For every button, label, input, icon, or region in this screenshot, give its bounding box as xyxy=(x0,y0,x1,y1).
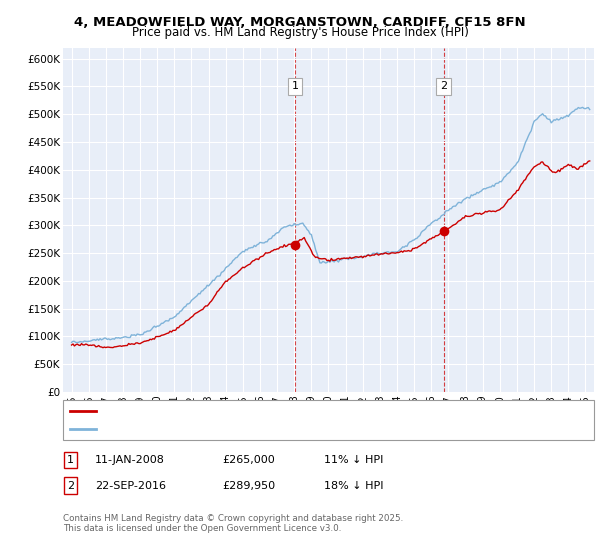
Text: 22-SEP-2016: 22-SEP-2016 xyxy=(95,480,166,491)
Text: 11-JAN-2008: 11-JAN-2008 xyxy=(95,455,164,465)
Text: 1: 1 xyxy=(67,455,74,465)
Text: 18% ↓ HPI: 18% ↓ HPI xyxy=(324,480,383,491)
Text: HPI: Average price, detached house, Cardiff: HPI: Average price, detached house, Card… xyxy=(100,423,313,433)
Text: Contains HM Land Registry data © Crown copyright and database right 2025.
This d: Contains HM Land Registry data © Crown c… xyxy=(63,514,403,534)
Text: 11% ↓ HPI: 11% ↓ HPI xyxy=(324,455,383,465)
Text: 2: 2 xyxy=(440,82,448,91)
Text: 4, MEADOWFIELD WAY, MORGANSTOWN, CARDIFF, CF15 8FN (detached house): 4, MEADOWFIELD WAY, MORGANSTOWN, CARDIFF… xyxy=(100,407,488,417)
Text: 4, MEADOWFIELD WAY, MORGANSTOWN, CARDIFF, CF15 8FN: 4, MEADOWFIELD WAY, MORGANSTOWN, CARDIFF… xyxy=(74,16,526,29)
Text: Price paid vs. HM Land Registry's House Price Index (HPI): Price paid vs. HM Land Registry's House … xyxy=(131,26,469,39)
Text: £265,000: £265,000 xyxy=(222,455,275,465)
Text: 1: 1 xyxy=(292,82,298,91)
Text: £289,950: £289,950 xyxy=(222,480,275,491)
Text: 2: 2 xyxy=(67,480,74,491)
